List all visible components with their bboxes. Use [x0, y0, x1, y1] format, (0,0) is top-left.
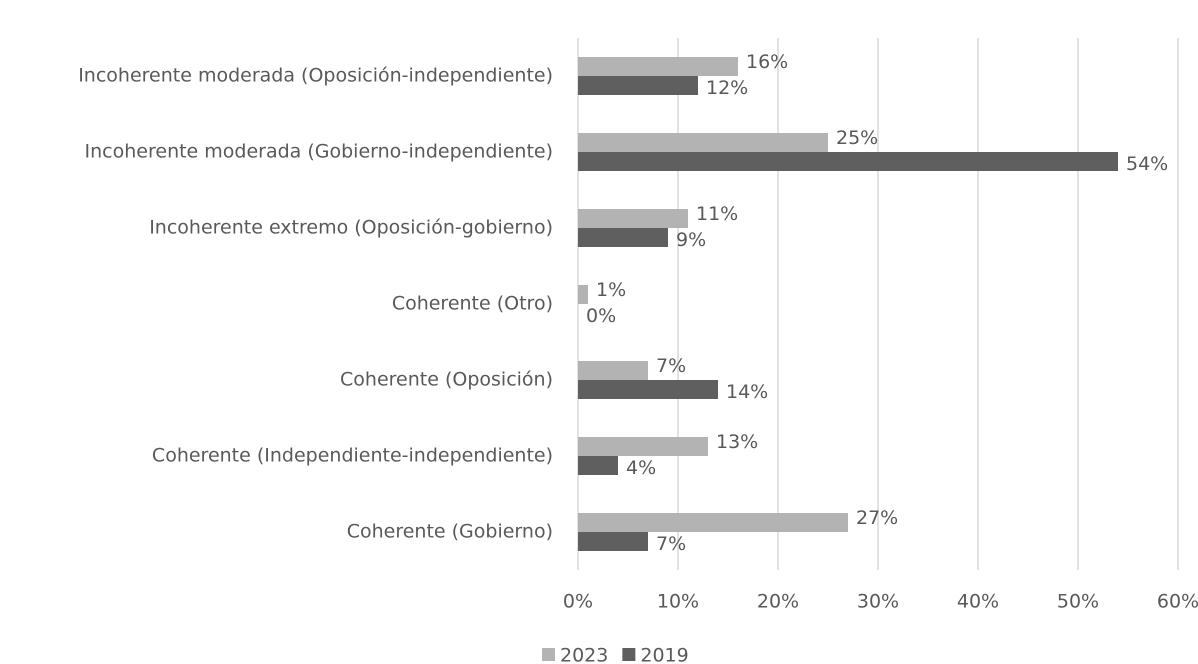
y-tick-label: Coherente (Oposición) — [340, 369, 553, 391]
y-tick-label: Coherente (Independiente-independiente) — [152, 445, 553, 467]
data-label: 27% — [856, 507, 898, 529]
x-tick-label: 50% — [1057, 591, 1099, 613]
y-tick-label: Coherente (Gobierno) — [347, 521, 553, 543]
legend-swatch — [542, 648, 555, 661]
data-label: 9% — [676, 229, 706, 251]
x-tick-label: 0% — [563, 591, 593, 613]
data-label: 12% — [706, 77, 748, 99]
y-tick-label: Incoherente moderada (Gobierno-independi… — [85, 141, 553, 163]
x-tick-label: 10% — [657, 591, 699, 613]
bar — [578, 532, 648, 551]
y-tick-label: Incoherente moderada (Oposición-independ… — [78, 65, 553, 87]
bar — [578, 513, 848, 532]
y-tick-label: Incoherente extremo (Oposición-gobierno) — [149, 217, 553, 239]
bar — [578, 57, 738, 76]
bar — [578, 456, 618, 475]
bar — [578, 76, 698, 95]
data-label: 11% — [696, 203, 738, 225]
bar — [578, 133, 828, 152]
y-tick-label: Coherente (Otro) — [392, 293, 553, 315]
x-tick-label: 30% — [857, 591, 899, 613]
bar — [578, 437, 708, 456]
bar — [578, 285, 588, 304]
x-tick-label: 40% — [957, 591, 999, 613]
data-label: 7% — [656, 355, 686, 377]
bar — [578, 209, 688, 228]
legend-swatch — [622, 648, 636, 661]
bar — [578, 361, 648, 380]
data-label: 0% — [586, 305, 616, 327]
bar — [578, 152, 1118, 171]
data-label: 14% — [726, 381, 768, 403]
data-label: 1% — [596, 279, 626, 301]
data-label: 16% — [746, 51, 788, 73]
x-tick-label: 60% — [1157, 591, 1198, 613]
x-tick-label: 20% — [757, 591, 799, 613]
legend-label: 2019 — [640, 645, 688, 664]
bar — [578, 380, 718, 399]
data-label: 54% — [1126, 153, 1168, 175]
data-label: 7% — [656, 533, 686, 555]
data-label: 13% — [716, 431, 758, 453]
data-label: 4% — [626, 457, 656, 479]
bar — [578, 228, 668, 247]
legend-label: 2023 — [560, 645, 608, 664]
data-label: 25% — [836, 127, 878, 149]
